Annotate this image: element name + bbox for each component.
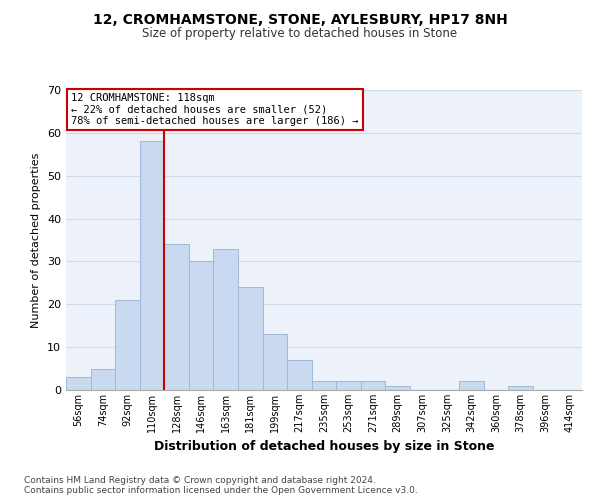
Bar bbox=[66, 377, 91, 390]
Bar bbox=[459, 382, 484, 390]
Text: Size of property relative to detached houses in Stone: Size of property relative to detached ho… bbox=[142, 28, 458, 40]
X-axis label: Distribution of detached houses by size in Stone: Distribution of detached houses by size … bbox=[154, 440, 494, 454]
Bar bbox=[263, 334, 287, 390]
Bar bbox=[164, 244, 189, 390]
Bar bbox=[287, 360, 312, 390]
Y-axis label: Number of detached properties: Number of detached properties bbox=[31, 152, 41, 328]
Bar bbox=[91, 368, 115, 390]
Bar bbox=[361, 382, 385, 390]
Bar bbox=[508, 386, 533, 390]
Text: 12 CROMHAMSTONE: 118sqm
← 22% of detached houses are smaller (52)
78% of semi-de: 12 CROMHAMSTONE: 118sqm ← 22% of detache… bbox=[71, 93, 359, 126]
Bar bbox=[312, 382, 336, 390]
Text: 12, CROMHAMSTONE, STONE, AYLESBURY, HP17 8NH: 12, CROMHAMSTONE, STONE, AYLESBURY, HP17… bbox=[92, 12, 508, 26]
Bar bbox=[140, 142, 164, 390]
Bar bbox=[189, 262, 214, 390]
Bar bbox=[214, 248, 238, 390]
Bar bbox=[336, 382, 361, 390]
Bar bbox=[238, 287, 263, 390]
Text: Contains HM Land Registry data © Crown copyright and database right 2024.
Contai: Contains HM Land Registry data © Crown c… bbox=[24, 476, 418, 495]
Bar bbox=[115, 300, 140, 390]
Bar bbox=[385, 386, 410, 390]
